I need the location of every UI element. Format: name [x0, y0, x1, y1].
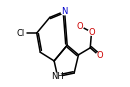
Ellipse shape	[15, 30, 26, 37]
Ellipse shape	[61, 8, 68, 15]
Ellipse shape	[77, 23, 84, 29]
Text: N: N	[61, 7, 68, 16]
Text: Cl: Cl	[16, 29, 24, 38]
Ellipse shape	[96, 53, 103, 59]
Ellipse shape	[88, 29, 95, 35]
Text: NH: NH	[51, 72, 64, 81]
Text: O: O	[88, 28, 95, 37]
Text: O: O	[77, 22, 84, 31]
Text: O: O	[96, 51, 103, 60]
Ellipse shape	[54, 73, 61, 80]
